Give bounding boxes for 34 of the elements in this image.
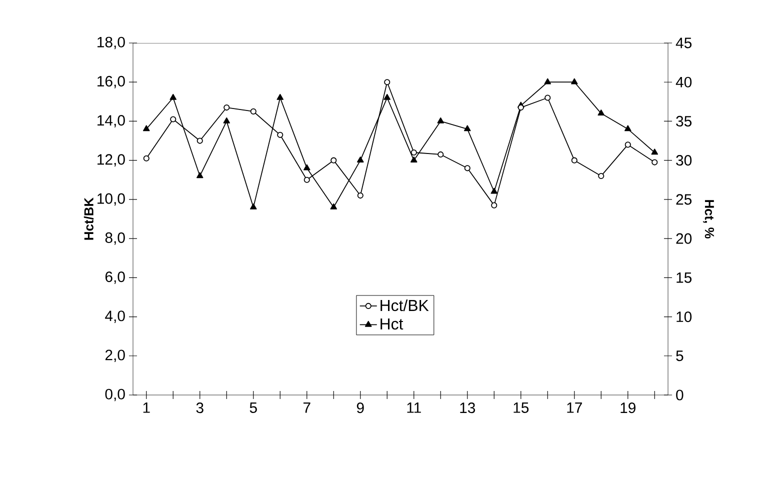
y2-axis-title: Hct, %	[702, 200, 714, 238]
x-tick-label: 13	[460, 402, 476, 414]
y-tick-label: 10,0	[98, 193, 125, 206]
legend-label: Hct	[380, 318, 404, 330]
x-tick-label: 3	[196, 402, 204, 414]
y2-tick-label: 35	[676, 116, 692, 127]
x-tick-label: 15	[514, 402, 529, 413]
legend-label: Hct/BK	[380, 299, 429, 312]
y2-tick-label: 5	[676, 350, 684, 362]
y-tick-label: 6,0	[105, 271, 125, 284]
y2-tick-label: 30	[676, 155, 692, 166]
y-tick-label: 16,0	[98, 76, 125, 88]
x-tick-label: 7	[303, 402, 310, 413]
y2-tick-label: 0	[676, 390, 684, 400]
x-tick-label: 17	[567, 402, 582, 413]
y-tick-label: 2,0	[105, 350, 125, 362]
y-tick-label: 14,0	[98, 115, 125, 128]
y-tick-label: 18,0	[98, 36, 125, 50]
x-tick-label: 1	[143, 402, 150, 413]
x-tick-label: 11	[407, 402, 421, 413]
y-axis-title: Hct/BK	[84, 198, 94, 240]
y-tick-label: 0,0	[105, 388, 125, 402]
y-tick-label: 12,0	[98, 154, 125, 166]
y2-tick-label: 25	[676, 194, 692, 205]
y-tick-label: 4,0	[105, 310, 125, 323]
y2-tick-label: 20	[676, 233, 692, 244]
y2-tick-label: 45	[676, 38, 692, 48]
x-tick-label: 5	[250, 402, 257, 413]
y-tick-label: 8,0	[105, 232, 125, 245]
y2-tick-label: 10	[676, 311, 692, 322]
x-tick-label: 9	[356, 402, 364, 414]
x-tick-label: 19	[620, 402, 636, 414]
y2-tick-label: 15	[676, 272, 692, 283]
y2-tick-label: 40	[676, 76, 692, 88]
